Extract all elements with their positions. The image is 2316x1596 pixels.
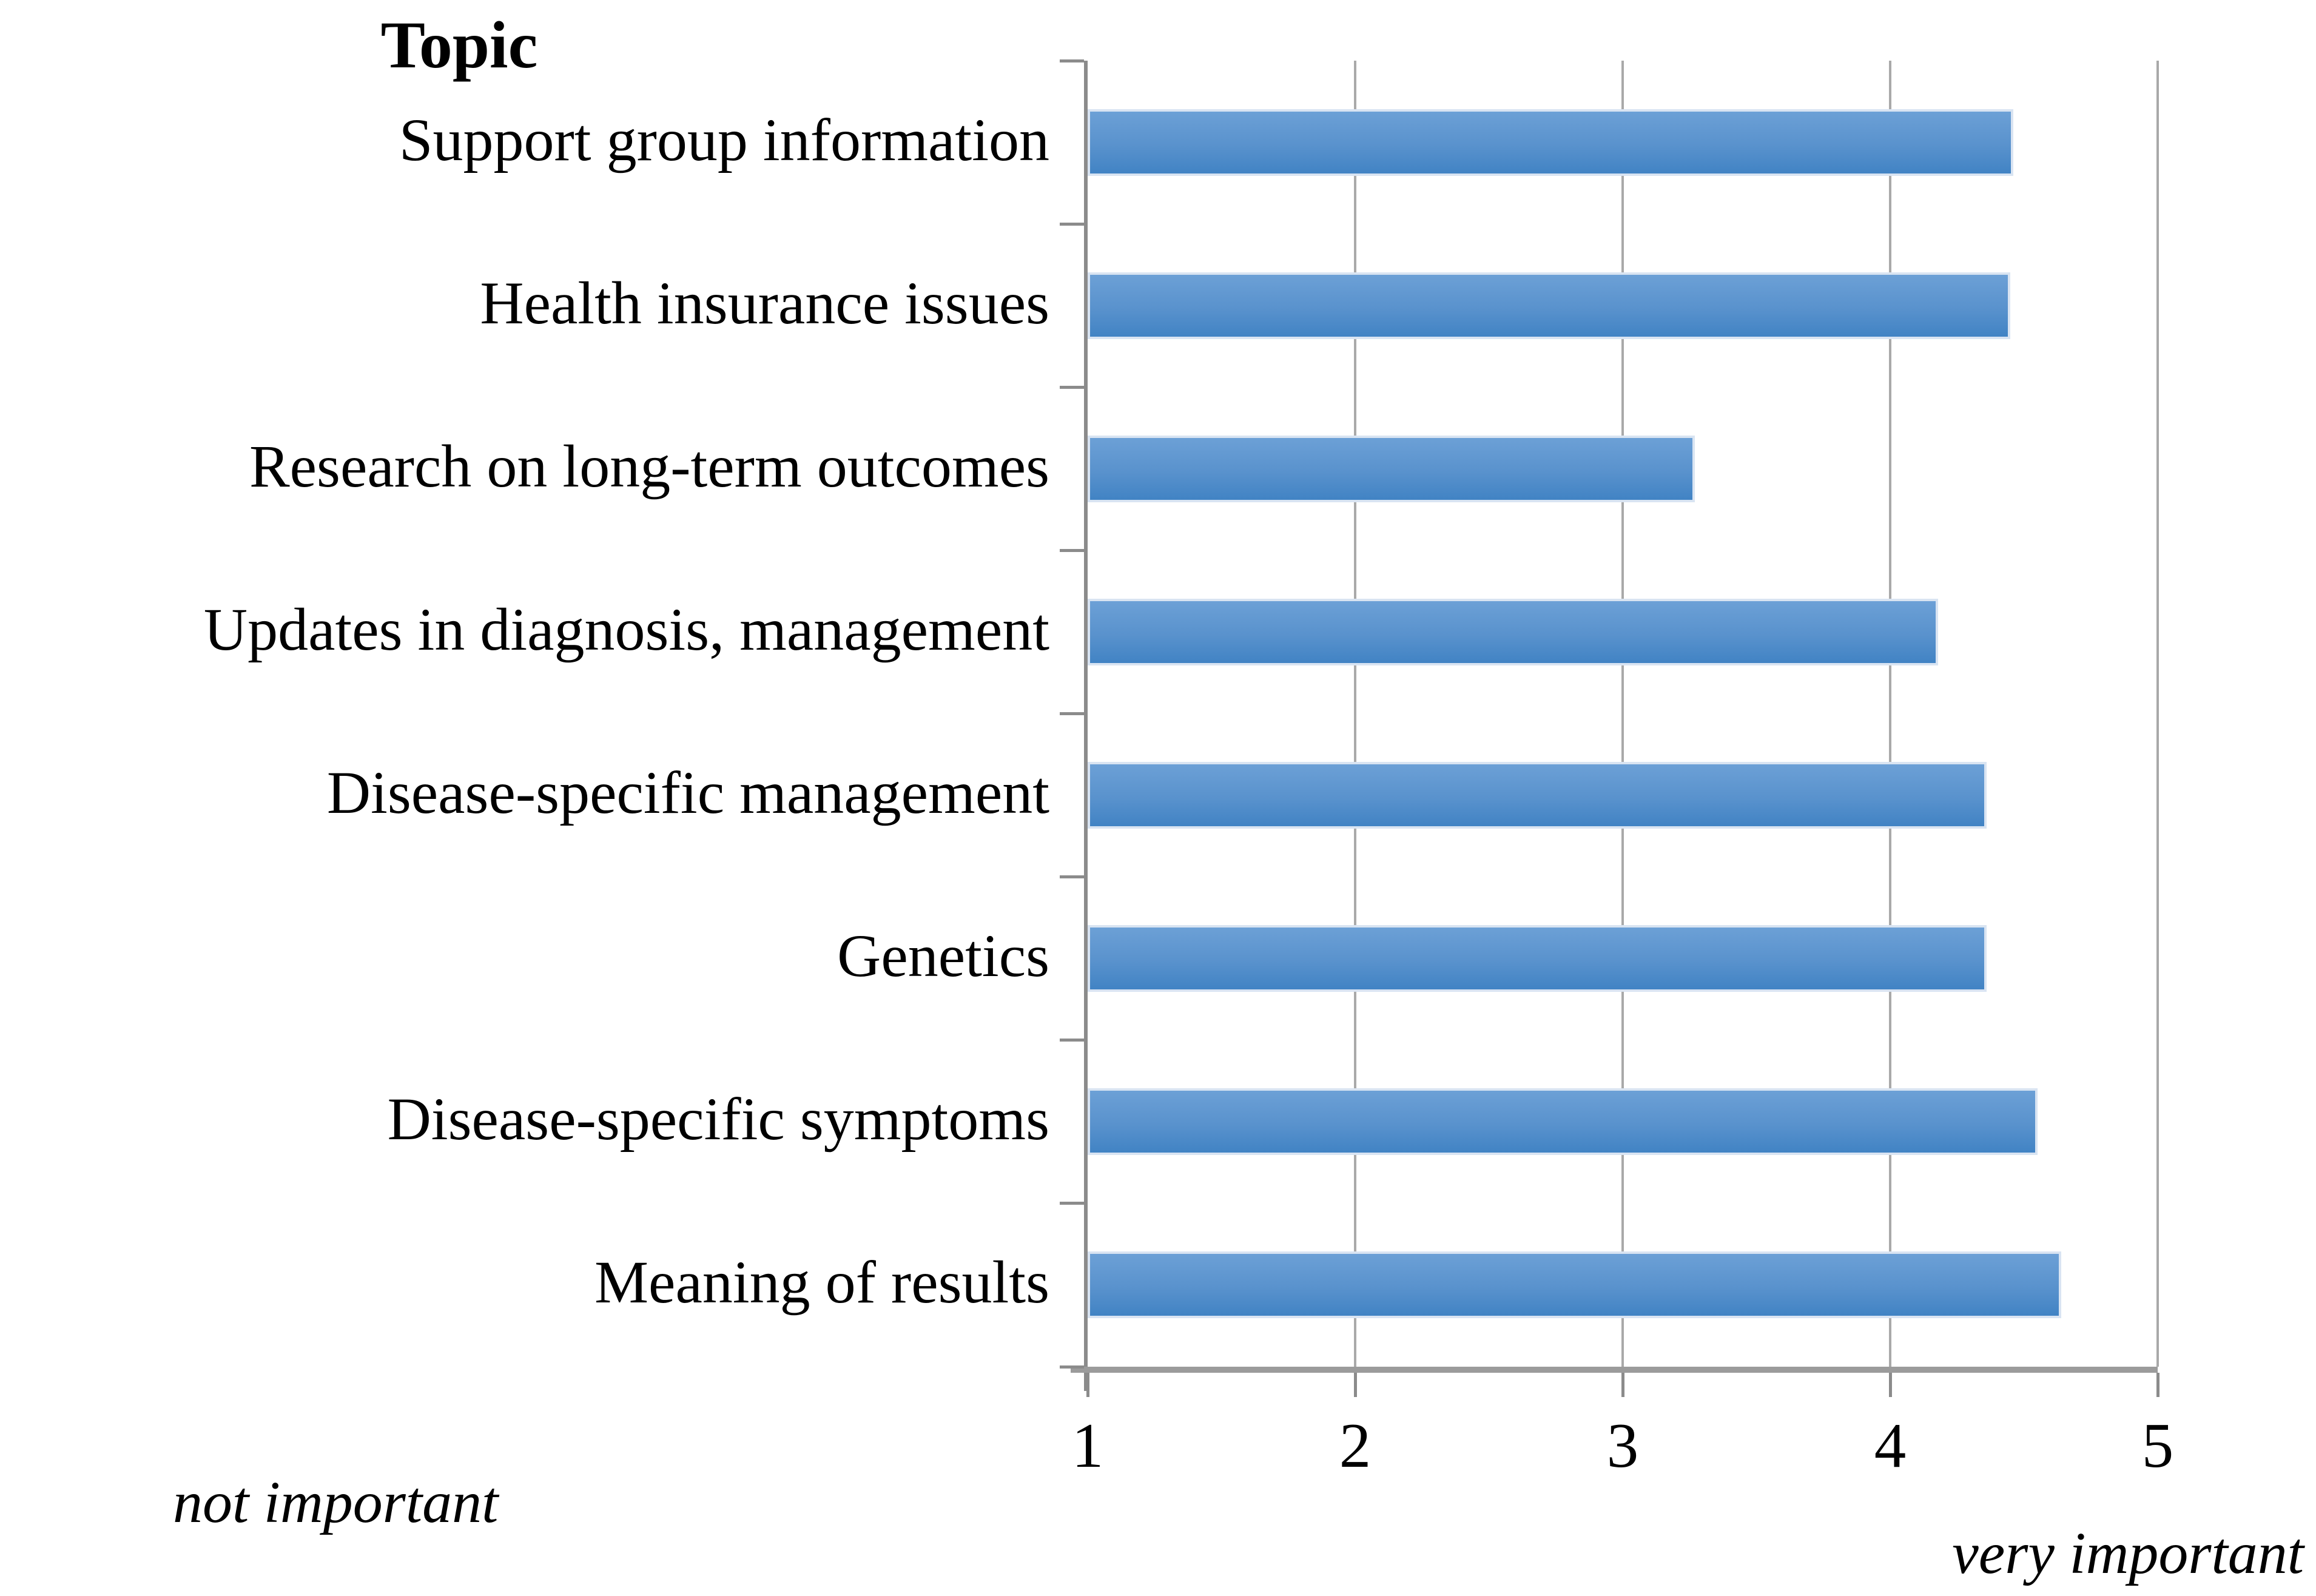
x-tick-label: 5 [2141,1410,2174,1481]
category-label: Research on long-term outcomes [249,432,1049,500]
category-label: Meaning of results [594,1248,1049,1316]
category-boundary-tick [1060,712,1084,715]
category-label: Health insurance issues [480,269,1049,337]
x-tick-label: 3 [1606,1410,1639,1481]
gridline [1354,61,1356,1367]
chart-title: Topic [380,8,538,82]
category-label: Disease-specific symptoms [387,1085,1049,1153]
bar [1088,925,1987,992]
bar [1088,762,1987,829]
x-tick-label: 4 [1874,1410,1907,1481]
x-axis-tick [1889,1373,1892,1397]
x-axis-tick [1621,1373,1624,1397]
min-importance-label: not important [173,1470,499,1535]
x-tick-label: 2 [1339,1410,1372,1481]
category-boundary-tick [1060,385,1084,389]
category-boundary-tick [1060,1039,1084,1042]
category-boundary-tick [1060,1365,1084,1369]
max-importance-label: very important [1952,1521,2304,1586]
bar [1088,435,1695,502]
x-axis-tick [2156,1373,2159,1397]
x-axis-tick [1086,1373,1089,1397]
bar [1088,598,1939,665]
category-boundary-tick [1060,875,1084,879]
category-label: Genetics [837,922,1049,990]
x-axis-line [1071,1367,2158,1373]
category-boundary-tick [1060,59,1084,62]
bar [1088,109,2013,176]
gridline [1889,61,1891,1367]
category-label: Updates in diagnosis, management [203,595,1049,663]
x-tick-label: 1 [1071,1410,1104,1481]
plot-area [1060,59,2159,1397]
bar [1088,1088,2038,1156]
x-axis-tick [1354,1373,1357,1397]
gridline [2156,61,2159,1367]
y-axis-line [1084,61,1088,1391]
category-boundary-tick [1060,548,1084,552]
category-boundary-tick [1060,222,1084,226]
bar [1088,272,2011,339]
category-boundary-tick [1060,1202,1084,1205]
bar [1088,1251,2062,1319]
category-label: Disease-specific management [326,759,1049,827]
gridline [1621,61,1624,1367]
category-label: Support group information [399,106,1049,173]
